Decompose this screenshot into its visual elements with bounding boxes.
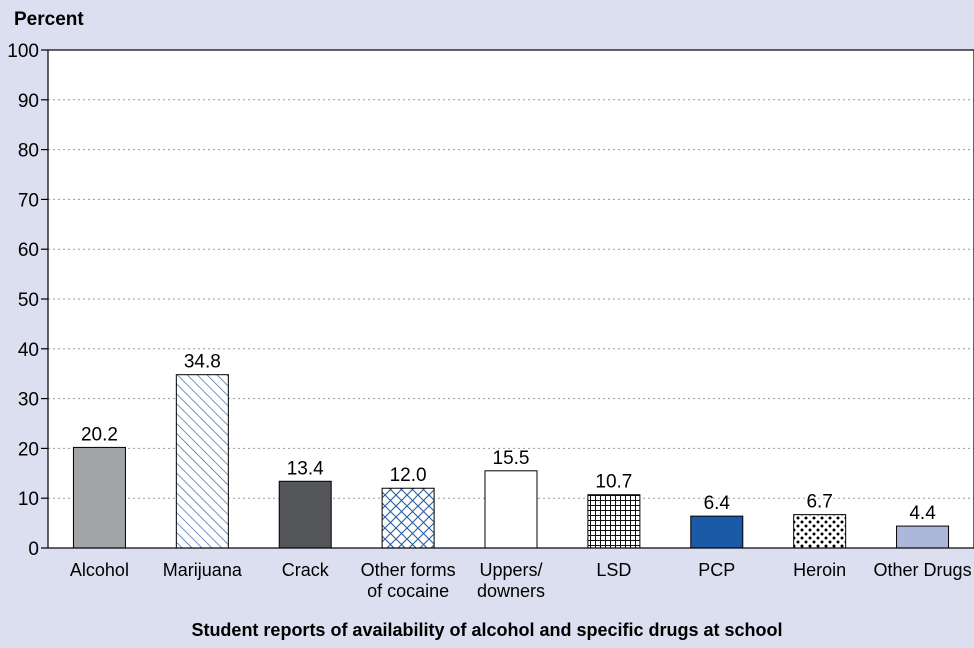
- y-axis-ticks: 0 10 20 30 40 50 60 70 80 90 100: [7, 41, 48, 560]
- y-tick-label: 20: [18, 439, 39, 460]
- data-label: 10.7: [595, 472, 632, 493]
- bar: [690, 515, 744, 549]
- bar: [896, 525, 950, 549]
- x-tick-label: Other Drugs: [874, 560, 972, 580]
- data-label: 20.2: [81, 424, 118, 445]
- plot-border: [47, 49, 974, 549]
- chart-title: Student reports of availability of alcoh…: [191, 620, 782, 640]
- data-label: 34.8: [184, 352, 221, 373]
- value-labels: 20.2 34.8 13.4 12.0 15.5 10.7 6.4 6.7 4.4: [81, 352, 936, 524]
- bar: [72, 446, 126, 549]
- y-tick-label: 40: [18, 340, 39, 361]
- y-tick-label: 30: [18, 390, 39, 411]
- x-tick-label: Marijuana: [163, 560, 243, 580]
- bar: [587, 494, 641, 549]
- bar: [381, 487, 435, 549]
- x-tick-label: LSD: [596, 560, 631, 580]
- x-tick-label: PCP: [698, 560, 735, 580]
- y-tick-label: 0: [28, 539, 39, 560]
- y-tick-label: 70: [18, 190, 39, 211]
- bar: [793, 514, 847, 549]
- data-label: 4.4: [909, 503, 936, 524]
- x-axis-categories: Alcohol Marijuana Crack Other forms of cocai…: [70, 560, 972, 601]
- bar: [278, 480, 332, 549]
- y-axis-label: Percent: [14, 9, 84, 30]
- y-tick-label: 100: [7, 41, 39, 62]
- y-tick-label: 10: [18, 489, 39, 510]
- y-tick-label: 90: [18, 91, 39, 112]
- x-tick-label: Crack: [282, 560, 330, 580]
- bar: [484, 470, 538, 549]
- bars: [72, 374, 950, 549]
- x-tick-label: Heroin: [793, 560, 846, 580]
- data-label: 12.0: [390, 465, 427, 486]
- y-tick-label: 80: [18, 141, 39, 162]
- x-tick-label: Uppers/downers: [477, 560, 545, 601]
- data-label: 13.4: [287, 458, 324, 479]
- y-tick-label: 60: [18, 240, 39, 261]
- data-label: 6.4: [704, 493, 731, 514]
- x-tick-label: Other forms of cocaine: [361, 560, 456, 601]
- x-tick-label: Alcohol: [70, 560, 129, 580]
- bar: [175, 374, 229, 549]
- y-tick-label: 50: [18, 290, 39, 311]
- gridlines: [48, 99, 974, 499]
- data-label: 6.7: [806, 492, 832, 513]
- data-label: 15.5: [493, 448, 530, 469]
